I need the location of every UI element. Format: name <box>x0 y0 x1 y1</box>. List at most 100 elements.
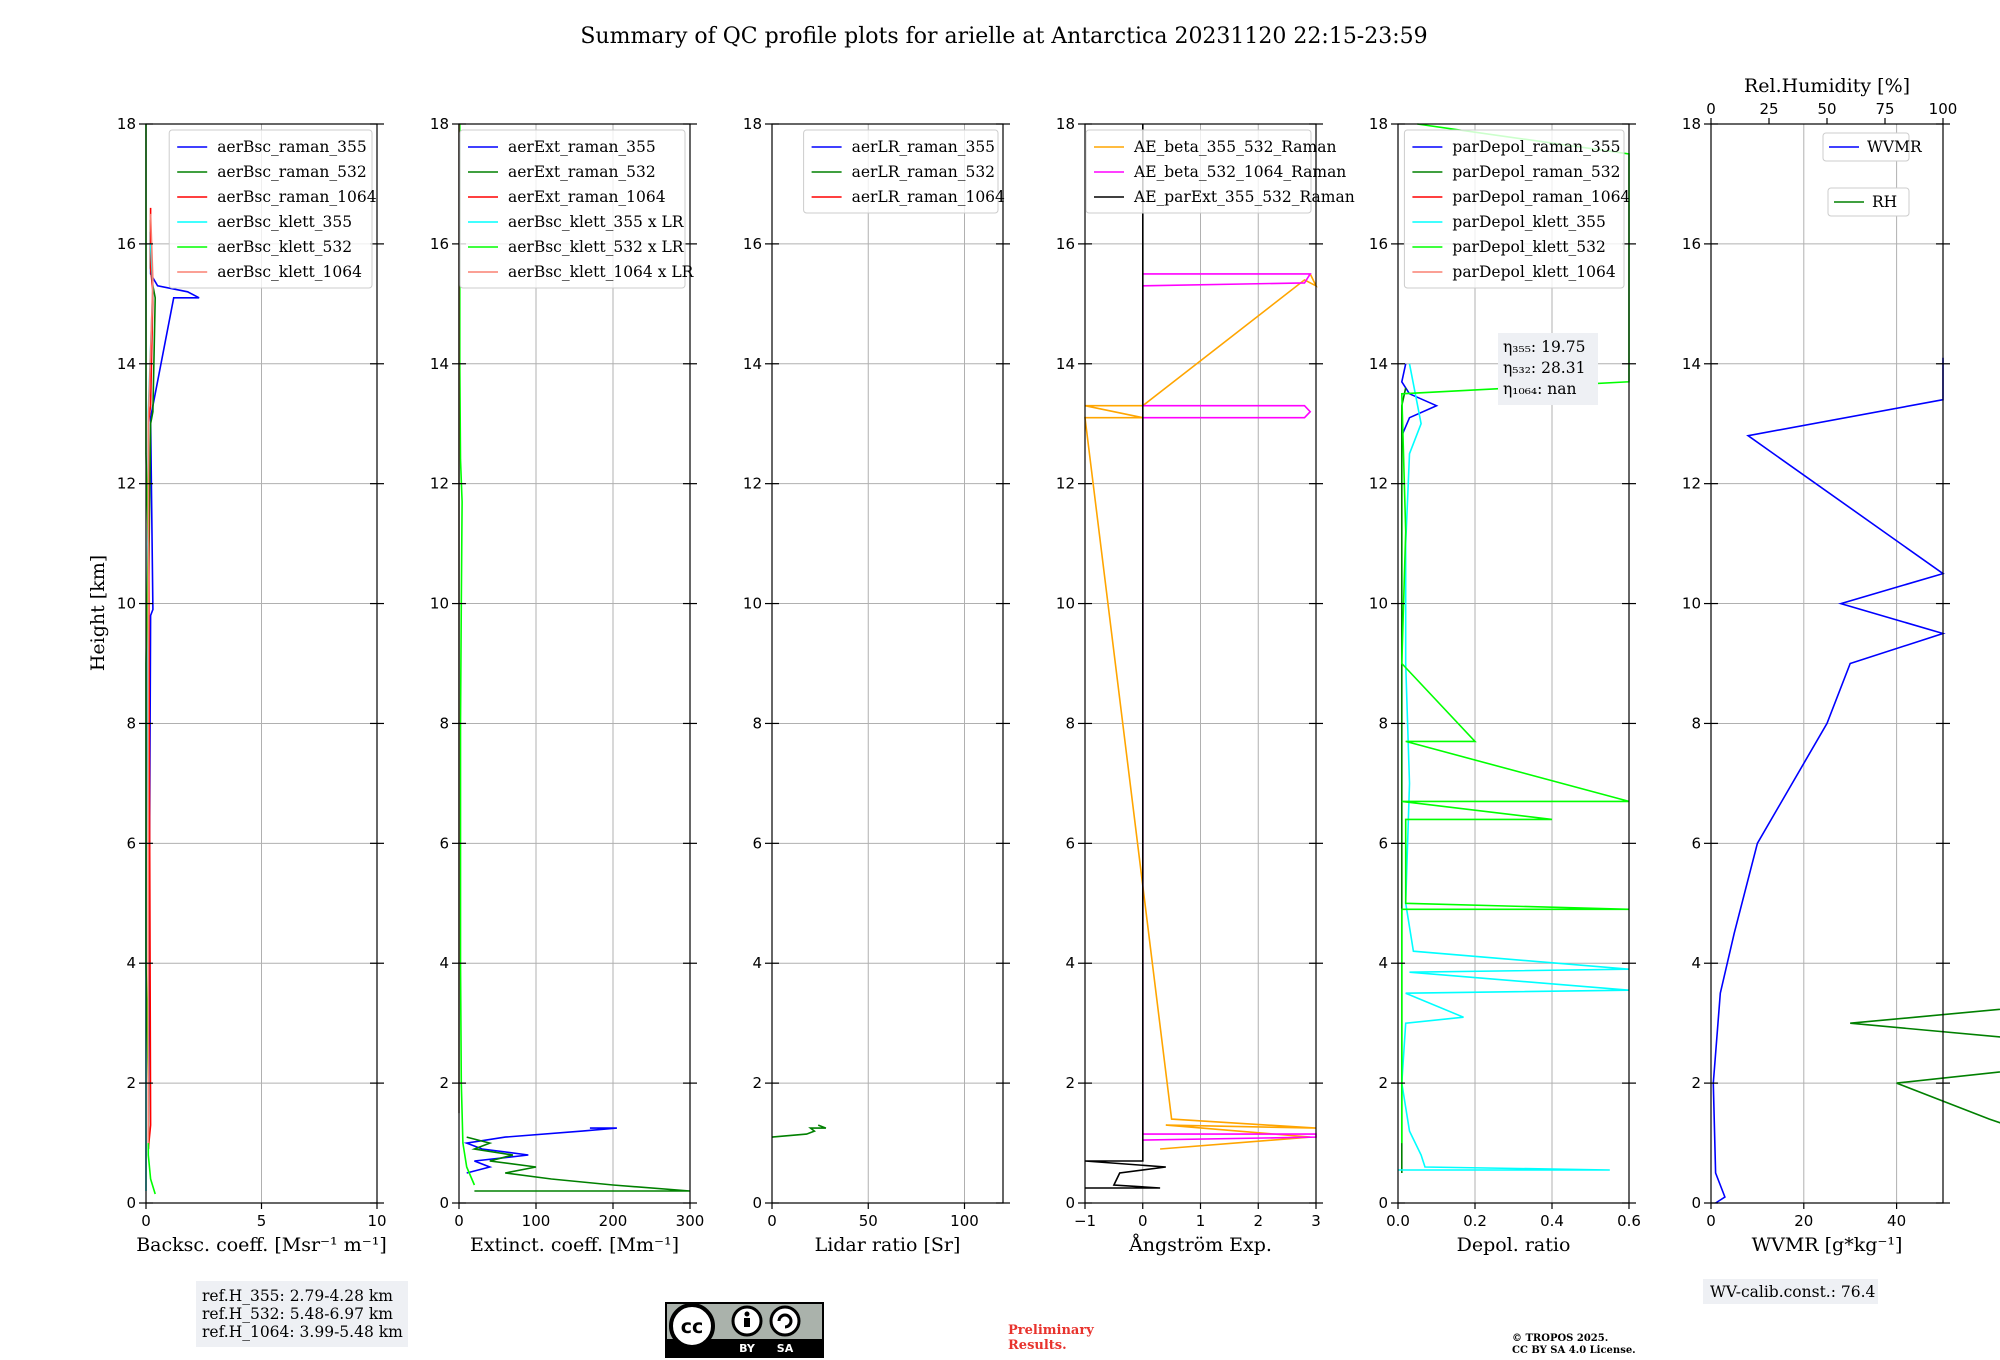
x-tick-label: 0 <box>454 1212 464 1230</box>
legend-box <box>803 129 999 214</box>
x-axis-label: Backsc. coeff. [Msr⁻¹ m⁻¹] <box>136 1234 387 1256</box>
y-tick-label: 16 <box>1056 235 1075 253</box>
sa-share-alike-arrow <box>777 1313 793 1329</box>
legend-box <box>1085 129 1312 214</box>
y-tick-label: 14 <box>117 355 136 373</box>
y-tick-label: 16 <box>1682 235 1701 253</box>
legend: WVMR RH <box>1822 132 1923 217</box>
y-tick-label: 2 <box>752 1074 762 1092</box>
legend-label: aerLR_raman_1064 <box>852 188 1005 206</box>
refh-line: ref.H_1064: 3.99-5.48 km <box>202 1323 403 1341</box>
y-tick-label: 6 <box>439 834 449 852</box>
cc-by-sa-logo: cc BY SA <box>665 1302 824 1358</box>
y-tick-label: 16 <box>117 235 136 253</box>
series-line-aerbsc-raman-355 <box>147 231 200 1149</box>
x-tick-label: 50 <box>859 1212 878 1230</box>
x2-tick-label: 0 <box>1706 100 1716 118</box>
preliminary-results-line1: Preliminary <box>1008 1323 1094 1338</box>
axes-frame <box>1397 123 1630 1204</box>
legend-label: aerLR_raman_532 <box>852 163 995 181</box>
y-tick-label: 0 <box>1691 1194 1701 1212</box>
y-tick-label: 12 <box>430 475 449 493</box>
y-tick-label: 8 <box>126 714 136 732</box>
y-tick-label: 2 <box>126 1074 136 1092</box>
cc-circle-icon <box>669 1303 715 1349</box>
y-tick-label: 6 <box>1378 834 1388 852</box>
legend-label: parDepol_klett_1064 <box>1452 263 1615 281</box>
x-tick-label: −1 <box>1074 1212 1096 1230</box>
x-tick-label: 0 <box>141 1212 151 1230</box>
legend: AE_beta_355_532_Raman AE_beta_532_1064_Ra… <box>1085 129 1355 214</box>
panel-water_vapor: 0 2 4 6 8 10 12 14 16 18 0 20 40 WVMR [g*kg⁻¹] 0 25 50 75… <box>1682 75 2000 1256</box>
y-tick-label: 10 <box>1369 595 1388 613</box>
y-tick-label: 0 <box>1378 1194 1388 1212</box>
x-tick-label: 3 <box>1311 1212 1321 1230</box>
series-line-ae-parext-355-532-raman <box>1084 124 1166 1189</box>
y-tick-label: 2 <box>1691 1074 1701 1092</box>
legend-label: aerBsc_klett_532 <box>217 238 352 256</box>
legend: parDepol_raman_355 parDepol_raman_532 parD… <box>1403 129 1630 289</box>
refh-line: ref.H_532: 5.48-6.97 km <box>202 1305 393 1323</box>
legend-box <box>1403 129 1625 289</box>
x-axis-label: Depol. ratio <box>1457 1234 1571 1256</box>
y-tick-label: 8 <box>752 714 762 732</box>
legend-label: parDepol_raman_355 <box>1452 138 1620 156</box>
y-tick-label: 0 <box>126 1194 136 1212</box>
y-tick-label: 4 <box>126 954 136 972</box>
cc-badge-text: cc <box>681 1316 704 1338</box>
legend-label: aerBsc_klett_355 x LR <box>508 213 685 231</box>
x-tick-label: 2 <box>1253 1212 1263 1230</box>
y-tick-label: 18 <box>430 115 449 133</box>
eta-annotation-line: η₃₅₅: 19.75 <box>1503 338 1585 356</box>
x-tick-label: 0 <box>1138 1212 1148 1230</box>
legend-box <box>1827 187 1910 217</box>
legend-label: RH <box>1872 193 1897 211</box>
x-tick-label: 40 <box>1887 1212 1906 1230</box>
y-tick-label: 4 <box>1691 954 1701 972</box>
legend-label: aerBsc_klett_1064 <box>217 263 362 281</box>
x2-tick-label: 50 <box>1817 100 1836 118</box>
axes-frame <box>771 123 1004 1204</box>
series-line-pardepol-raman-355 <box>1400 363 1439 437</box>
x-axis-label: WVMR [g*kg⁻¹] <box>1752 1234 1903 1256</box>
shared-y-axis-label: Height [km] <box>87 555 109 671</box>
series-line-aerext-raman-532 <box>466 1136 691 1192</box>
by-badge-text: BY <box>739 1342 756 1355</box>
y-tick-label: 8 <box>1691 714 1701 732</box>
legend-box <box>1822 132 1910 162</box>
series-line-pardepol-klett-355 <box>1398 363 1630 1171</box>
y-tick-label: 18 <box>117 115 136 133</box>
refh-box-background <box>196 1281 408 1347</box>
y-tick-label: 10 <box>117 595 136 613</box>
legend-label: WVMR <box>1867 138 1923 156</box>
y-tick-label: 12 <box>1056 475 1075 493</box>
eta-annotation: η₃₅₅: 19.75 η₅₃₂: 28.31 η₁₀₆₄: nan <box>1498 333 1598 405</box>
legend-label: parDepol_klett_532 <box>1452 238 1605 256</box>
series-line-aerbsc-klett-1064 <box>147 213 154 1144</box>
legend-label: aerExt_raman_355 <box>508 138 656 156</box>
legend-label: parDepol_raman_1064 <box>1452 188 1630 206</box>
legend-label: aerExt_raman_532 <box>508 163 656 181</box>
panel-backscatter: 0 2 4 6 8 10 12 14 16 18 0 5 10 Backsc. coeff. [Msr⁻¹… <box>117 115 387 1256</box>
legend-label: aerBsc_raman_1064 <box>217 188 377 206</box>
legend-label: aerExt_raman_1064 <box>508 188 666 206</box>
series-line-aerext-raman-355 <box>463 1127 617 1174</box>
legend-label: aerBsc_klett_1064 x LR <box>508 263 695 281</box>
y-tick-label: 2 <box>1065 1074 1075 1092</box>
legend-label: aerLR_raman_355 <box>852 138 995 156</box>
legend-label: aerBsc_klett_355 <box>217 213 352 231</box>
y-tick-label: 8 <box>1378 714 1388 732</box>
x-tick-label: 0.0 <box>1386 1212 1410 1230</box>
eta-annotation-box <box>1498 333 1598 405</box>
eta-annotation-line: η₅₃₂: 28.31 <box>1503 359 1585 377</box>
y-tick-label: 18 <box>1056 115 1075 133</box>
wv-calib-text: WV-calib.const.: 76.4 <box>1710 1283 1876 1301</box>
y-tick-label: 2 <box>1378 1074 1388 1092</box>
y-tick-label: 10 <box>1056 595 1075 613</box>
eta-annotation-line: η₁₀₆₄: nan <box>1503 380 1577 398</box>
series-line-ae-beta-532-1064-raman <box>1142 273 1317 1141</box>
y-tick-label: 6 <box>1065 834 1075 852</box>
x-tick-label: 300 <box>676 1212 705 1230</box>
